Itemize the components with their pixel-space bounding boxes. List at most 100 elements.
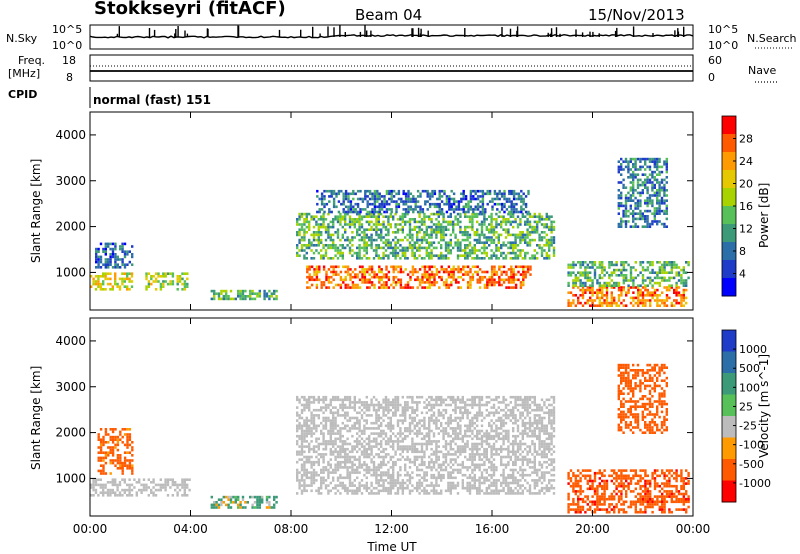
data-cell xyxy=(356,228,359,231)
data-cell xyxy=(447,489,450,493)
data-cell xyxy=(416,486,419,490)
data-cell xyxy=(371,195,374,198)
data-cell xyxy=(388,208,391,211)
data-cell xyxy=(348,458,352,461)
data-cell xyxy=(130,285,134,288)
data-cell xyxy=(339,453,342,456)
data-cell xyxy=(339,286,343,289)
data-cell xyxy=(653,215,656,218)
data-cell xyxy=(425,471,428,474)
data-cell xyxy=(428,281,431,284)
data-cell xyxy=(430,249,433,252)
data-cell xyxy=(111,250,115,253)
data-cell xyxy=(509,220,512,224)
data-cell xyxy=(121,469,124,473)
data-cell xyxy=(123,280,126,283)
data-cell xyxy=(315,398,318,402)
data-cell xyxy=(432,453,436,456)
data-cell xyxy=(406,238,409,242)
data-cell xyxy=(99,451,103,454)
data-cell xyxy=(324,447,328,451)
data-cell xyxy=(186,486,189,489)
data-cell xyxy=(372,257,376,260)
data-cell xyxy=(353,218,356,221)
data-cell xyxy=(466,273,470,276)
data-cell xyxy=(275,495,278,499)
data-cell xyxy=(461,238,464,242)
data-cell xyxy=(481,270,484,274)
data-cell xyxy=(502,244,505,247)
data-cell xyxy=(317,486,320,490)
data-cell xyxy=(634,165,637,169)
data-cell xyxy=(385,192,389,196)
data-cell xyxy=(653,212,656,215)
data-cell xyxy=(486,281,489,284)
data-cell xyxy=(171,280,175,283)
data-cell xyxy=(661,266,664,269)
data-cell xyxy=(550,244,553,247)
data-cell xyxy=(481,197,485,201)
data-cell xyxy=(99,285,102,288)
data-cell xyxy=(358,238,361,242)
data-cell xyxy=(639,263,642,267)
data-cell xyxy=(305,440,308,443)
data-cell xyxy=(385,268,388,271)
data-cell xyxy=(639,165,642,169)
data-cell xyxy=(382,432,385,435)
data-cell xyxy=(229,498,233,501)
data-cell xyxy=(639,183,642,187)
data-cell xyxy=(442,236,445,239)
data-cell xyxy=(411,228,414,231)
data-cell xyxy=(351,447,354,451)
data-cell xyxy=(157,272,160,275)
data-cell xyxy=(505,270,508,274)
data-cell xyxy=(504,257,508,260)
data-cell xyxy=(109,488,112,492)
data-cell xyxy=(488,238,491,242)
data-cell xyxy=(341,421,344,425)
data-cell xyxy=(516,236,520,239)
data-cell xyxy=(510,268,513,271)
data-cell xyxy=(315,283,319,287)
data-cell xyxy=(437,427,440,430)
data-cell xyxy=(641,183,644,187)
data-cell xyxy=(665,176,668,179)
data-cell xyxy=(312,450,316,454)
data-cell xyxy=(336,450,340,454)
data-cell xyxy=(401,225,404,229)
data-cell xyxy=(317,231,320,234)
data-cell xyxy=(404,473,407,477)
data-cell xyxy=(382,257,385,260)
data-cell xyxy=(646,294,649,297)
data-cell xyxy=(436,197,439,201)
data-cell xyxy=(430,414,433,417)
data-cell xyxy=(435,228,438,231)
data-cell xyxy=(598,291,601,294)
data-cell xyxy=(401,249,404,252)
data-cell xyxy=(300,228,304,231)
data-cell xyxy=(644,268,647,272)
data-cell xyxy=(428,268,431,271)
data-cell xyxy=(341,406,344,409)
data-cell xyxy=(452,468,455,472)
data-cell xyxy=(524,220,527,224)
data-cell xyxy=(426,195,429,198)
data-cell xyxy=(377,414,380,417)
data-cell xyxy=(312,473,316,477)
data-cell xyxy=(300,476,304,480)
data-cell xyxy=(456,249,460,252)
data-cell xyxy=(452,429,455,433)
data-cell xyxy=(528,257,532,260)
data-cell xyxy=(111,242,115,246)
data-cell xyxy=(407,208,410,211)
data-cell xyxy=(308,427,311,430)
data-cell xyxy=(581,261,585,264)
data-cell xyxy=(239,289,242,293)
data-cell xyxy=(237,506,240,509)
data-cell xyxy=(408,218,412,221)
data-cell xyxy=(428,225,431,229)
data-cell xyxy=(653,183,656,187)
data-cell xyxy=(183,280,187,283)
data-cell xyxy=(660,170,664,174)
data-cell xyxy=(332,220,335,224)
